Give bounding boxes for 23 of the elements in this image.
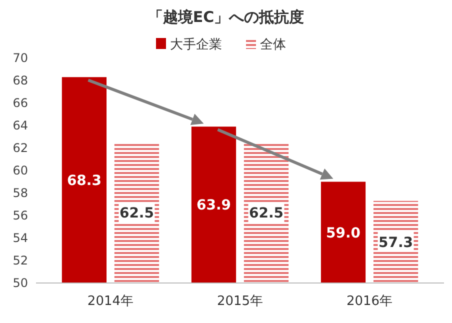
y-tick-label: 70	[12, 51, 28, 66]
chart-title: 「越境EC」への抵抗度	[148, 8, 304, 26]
y-tick-label: 64	[12, 118, 28, 133]
x-tick-label: 2015年	[216, 294, 264, 309]
y-tick-label: 52	[12, 254, 28, 268]
y-tick-label: 62	[12, 141, 28, 156]
y-tick-label: 60	[12, 164, 28, 178]
y-tick-label: 56	[12, 208, 28, 223]
data-label: 62.5	[119, 206, 154, 222]
data-label: 59.0	[326, 225, 361, 242]
x-tick-label: 2014年	[87, 294, 134, 309]
x-tick-label: 2016年	[346, 294, 393, 309]
data-label: 63.9	[196, 198, 232, 214]
legend-label: 全体	[260, 38, 286, 53]
data-label: 57.3	[378, 234, 414, 251]
data-label: 68.3	[66, 172, 102, 189]
y-tick-label: 58	[12, 186, 28, 200]
y-tick-label: 68	[12, 74, 28, 88]
data-label: 62.5	[248, 206, 284, 222]
y-tick-label: 66	[12, 96, 28, 110]
y-tick-label: 50	[12, 276, 28, 290]
legend-label: 大手企業	[170, 38, 222, 53]
y-tick-label: 54	[12, 231, 28, 246]
